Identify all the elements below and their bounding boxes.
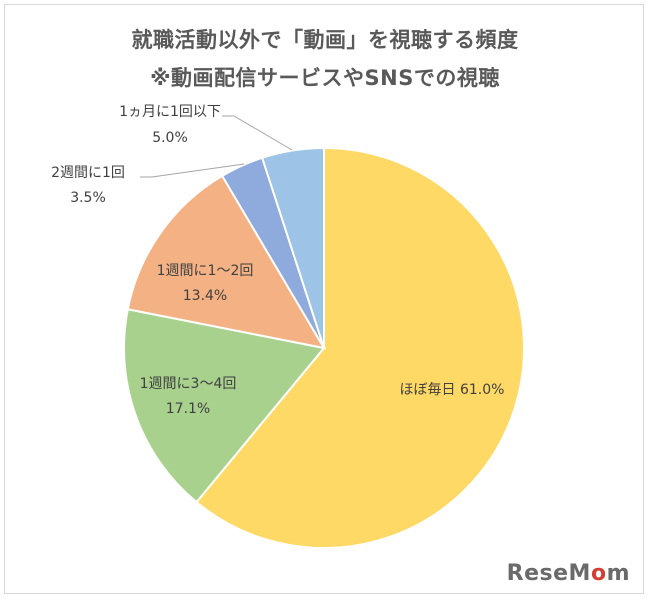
leader-line-4 bbox=[140, 163, 245, 178]
slice-category-label-3: 1週間に1～2回 bbox=[157, 263, 254, 279]
slice-category-label-2: 1週間に3～4回 bbox=[140, 376, 237, 392]
slice-category-label-4: 2週間に1回 bbox=[51, 165, 125, 181]
chart-title: 就職活動以外で「動画」を視聴する頻度 bbox=[131, 28, 519, 52]
slice-value-label-5: 5.0% bbox=[152, 130, 188, 146]
pie-slice-5 bbox=[260, 146, 325, 349]
pie-slice-2 bbox=[123, 308, 326, 504]
slice-value-label-2: 17.1% bbox=[166, 401, 210, 417]
pie-slice-3 bbox=[126, 174, 326, 350]
slice-label-1: ほぼ毎日 61.0% bbox=[400, 382, 505, 398]
slice-value-label-4: 3.5% bbox=[70, 190, 106, 206]
leader-line-5 bbox=[222, 115, 293, 151]
resemom-logo: ReseMom bbox=[506, 561, 630, 586]
slice-category-label-5: 1ヵ月に1回以下 bbox=[119, 104, 221, 120]
chart-subtitle: ※動画配信サービスやSNSでの視聴 bbox=[150, 66, 500, 90]
pie-slice-1 bbox=[195, 146, 525, 549]
slice-value-label-3: 13.4% bbox=[183, 288, 227, 304]
